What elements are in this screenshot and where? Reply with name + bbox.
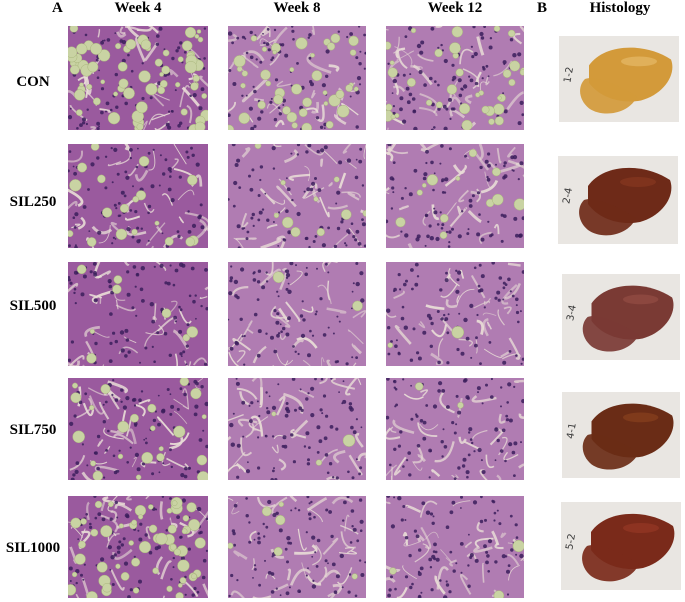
micrograph-con-week-12 xyxy=(386,26,524,130)
row-label-sil250: SIL250 xyxy=(9,194,57,210)
micrograph-sil1000-week-12 xyxy=(386,496,524,598)
row-label-sil750: SIL750 xyxy=(9,422,57,438)
micrograph-con-week-4 xyxy=(68,26,208,130)
panel-b-label: B xyxy=(537,0,548,16)
micrograph-sil500-week-12 xyxy=(386,262,524,366)
micrograph-sil500-week-8 xyxy=(228,262,366,366)
specimen-tag: 4-1 xyxy=(565,422,579,440)
liver-photo-con: 1-2 xyxy=(559,36,679,122)
micrograph-con-week-8 xyxy=(228,26,366,130)
specimen-tag: 2-4 xyxy=(561,187,575,205)
column-header-week-4: Week 4 xyxy=(114,0,162,16)
row-label-sil1000: SIL1000 xyxy=(5,540,61,556)
micrograph-sil1000-week-8 xyxy=(228,496,366,598)
micrograph-sil250-week-12 xyxy=(386,144,524,248)
specimen-tag: 5-2 xyxy=(564,533,578,551)
liver-photo-sil1000: 5-2 xyxy=(561,502,681,590)
liver-photo-sil250: 2-4 xyxy=(558,156,678,244)
row-label-con: CON xyxy=(16,74,50,90)
micrograph-sil1000-week-4 xyxy=(68,496,208,598)
column-header-week-8: Week 8 xyxy=(273,0,321,16)
specimen-tag: 1-2 xyxy=(562,66,576,84)
specimen-tag: 3-4 xyxy=(565,304,579,322)
micrograph-sil250-week-4 xyxy=(68,144,208,248)
liver-photo-sil750: 4-1 xyxy=(562,392,680,478)
micrograph-sil500-week-4 xyxy=(68,262,208,366)
micrograph-sil750-week-4 xyxy=(68,378,208,480)
micrograph-sil250-week-8 xyxy=(228,144,366,248)
liver-photo-sil500: 3-4 xyxy=(562,274,680,360)
panel-a-label: A xyxy=(52,0,63,16)
column-header-histology: Histology xyxy=(589,0,651,16)
micrograph-sil750-week-12 xyxy=(386,378,524,480)
micrograph-sil750-week-8 xyxy=(228,378,366,480)
row-label-sil500: SIL500 xyxy=(9,298,57,314)
column-header-week-12: Week 12 xyxy=(427,0,483,16)
